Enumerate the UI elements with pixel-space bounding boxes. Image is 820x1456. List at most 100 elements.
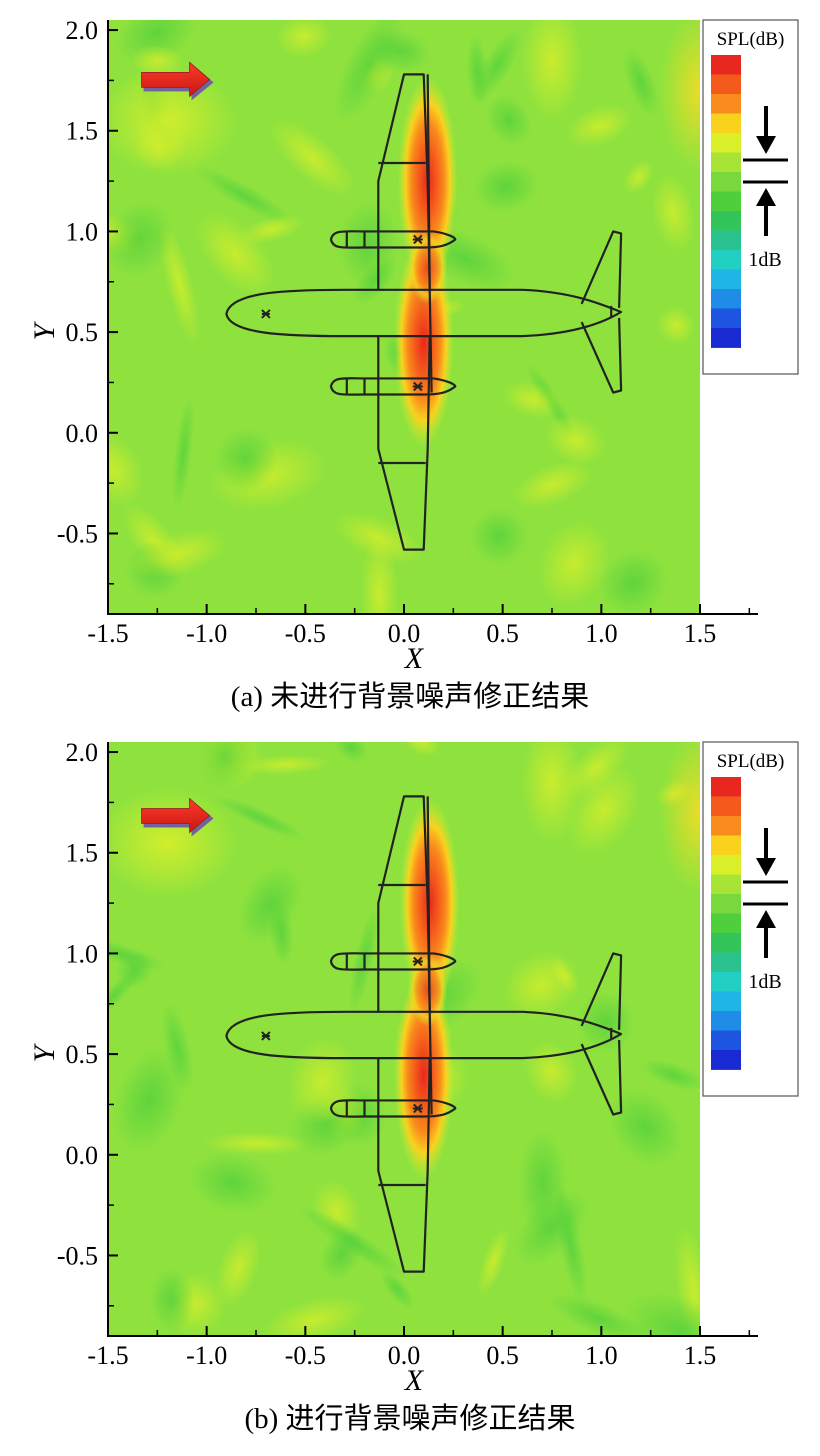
spl-contour-field xyxy=(108,742,700,1336)
contour-blob xyxy=(195,211,275,296)
colorbar-swatch xyxy=(711,328,741,348)
colorbar-swatch xyxy=(711,152,741,173)
contour-blob xyxy=(333,742,369,763)
colorbar-swatch xyxy=(711,835,741,856)
tail-lower xyxy=(580,1039,623,1116)
contour-blob xyxy=(360,533,399,614)
tail-upper xyxy=(580,952,623,1030)
contour-blob xyxy=(548,1293,648,1336)
scale-arrow-down-head xyxy=(756,136,776,154)
x-axis: -1.5 -1.0 -0.5 0.0 0.5 1.0 1.5 xyxy=(87,604,751,648)
nose-marker xyxy=(261,309,271,319)
contour-blob xyxy=(522,20,582,121)
hot-spot-bridge xyxy=(407,953,448,1026)
contour-blob xyxy=(380,1269,415,1310)
contour-blob xyxy=(651,174,696,252)
contour-blob xyxy=(545,415,606,466)
panel-b: -1.5 -1.0 -0.5 0.0 0.5 1.0 1.52.01.51.00.50.0-… xyxy=(28,738,799,1435)
contour-blob xyxy=(332,20,405,124)
contour-blob xyxy=(202,1131,313,1155)
contour-blob xyxy=(115,950,154,989)
contour-blob xyxy=(567,765,641,855)
x-axis-label: X xyxy=(404,1364,425,1397)
contour-blob xyxy=(512,461,593,509)
flow-arrow-head xyxy=(141,61,211,98)
colorbar-swatch xyxy=(711,55,741,75)
x-tick-label: 1.5 xyxy=(684,1341,717,1370)
x-tick-label: -0.5 xyxy=(285,619,326,648)
colorbar-swatch xyxy=(711,211,741,231)
contour-blob xyxy=(108,432,144,507)
colorbar-swatch xyxy=(711,913,741,934)
aircraft-outline xyxy=(225,795,623,1273)
x-axis-label: X xyxy=(404,642,425,675)
contour-blob xyxy=(172,394,195,512)
contour-blob xyxy=(502,381,563,419)
colorbar-swatch xyxy=(711,1030,741,1051)
x-tick-label: -1.5 xyxy=(87,1341,128,1370)
y-tick-label: 1.0 xyxy=(66,939,99,968)
fuselage xyxy=(225,288,623,338)
hot-spot-bridge xyxy=(407,231,448,304)
x-tick-label: -1.0 xyxy=(186,619,227,648)
contour-blob xyxy=(214,426,278,493)
lower-engine xyxy=(329,1099,457,1118)
contour-blob xyxy=(621,1291,700,1336)
contour-blob xyxy=(466,34,489,109)
lower-wing xyxy=(377,336,431,551)
y-tick-label: -0.5 xyxy=(57,519,98,548)
contour-blob xyxy=(270,119,355,197)
wing-spar-upper xyxy=(426,796,431,1012)
x-tick-label: 0.0 xyxy=(388,1341,421,1370)
colorbar-swatch xyxy=(711,1011,741,1031)
x-tick-label: 1.0 xyxy=(585,619,618,648)
lower-engine xyxy=(329,377,457,396)
contour-blob xyxy=(269,901,294,967)
y-tick-label: 1.5 xyxy=(66,117,99,146)
contour-blob xyxy=(108,787,238,898)
colorbar-swatch xyxy=(711,74,741,95)
colorbar-swatch xyxy=(711,230,741,251)
contour-blob xyxy=(597,549,669,614)
x-tick-label: 1.5 xyxy=(684,619,717,648)
y-tick-label: 0.0 xyxy=(66,1141,99,1170)
y-tick-label: 2.0 xyxy=(66,738,99,767)
contour-blob xyxy=(477,1227,509,1297)
tail-upper xyxy=(580,230,623,308)
contour-blob xyxy=(336,200,400,288)
contour-blob xyxy=(239,754,331,775)
x-tick-label: -1.0 xyxy=(186,1341,227,1370)
fuselage xyxy=(225,1010,623,1060)
scale-arrow-down-head xyxy=(756,858,776,876)
contour-blob xyxy=(131,529,228,579)
contour-blob xyxy=(485,94,533,147)
legend-title: SPL(dB) xyxy=(717,751,785,772)
contour-blob xyxy=(660,742,700,893)
contour-blob xyxy=(469,507,529,566)
aircraft-outline xyxy=(225,73,623,551)
contour-blob xyxy=(402,742,441,757)
contour-blob xyxy=(115,20,198,66)
y-tick-label: -0.5 xyxy=(57,1241,98,1270)
tail-lower xyxy=(580,317,623,394)
contour-blob xyxy=(276,20,331,58)
panel-caption: (a) 未进行背景噪声修正结果 xyxy=(231,680,589,713)
x-tick-label: -0.5 xyxy=(285,1341,326,1370)
contour-blob xyxy=(215,1229,261,1307)
contour-blob xyxy=(161,1001,194,1094)
flow-arrow-head xyxy=(141,797,211,834)
y-tick-label: 0.5 xyxy=(66,1040,99,1069)
colorbar-swatch xyxy=(711,94,741,114)
legend-title: SPL(dB) xyxy=(717,29,785,50)
flow-arrow xyxy=(141,61,214,101)
upper-engine-marker xyxy=(412,956,423,967)
contour-blob xyxy=(622,46,660,118)
wing-spar-upper xyxy=(426,74,431,290)
contour-blob xyxy=(656,306,696,345)
x-axis: -1.5 -1.0 -0.5 0.0 0.5 1.0 1.5 xyxy=(87,1326,751,1370)
legend: SPL(dB) 1dB xyxy=(702,741,799,1097)
y-axis-label: Y xyxy=(28,320,61,340)
contour-blob xyxy=(623,160,654,194)
y-axis: 2.0 1.5 1.0 0.5 0.0 -0.5 xyxy=(57,16,118,585)
